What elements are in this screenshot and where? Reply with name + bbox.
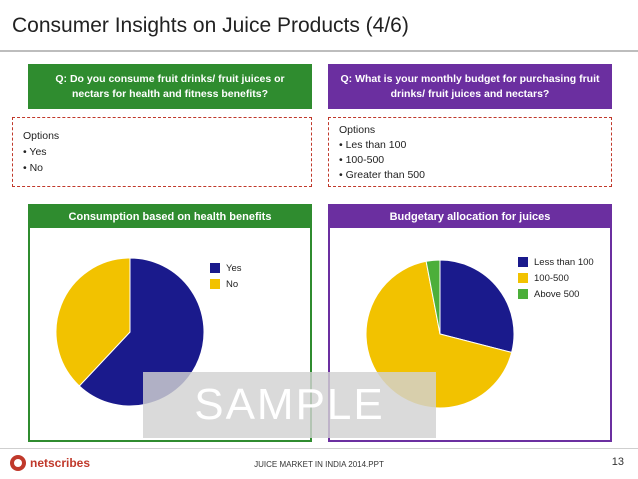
options-heading: Options: [339, 124, 376, 136]
chart-panel-budget: Budgetary allocation for juices Less tha…: [328, 204, 612, 442]
legend-item-100-500: 100-500: [518, 270, 594, 286]
legend-swatch: [210, 263, 220, 273]
pie-slice-less-than-100: [439, 259, 515, 354]
options-heading: Options: [23, 130, 60, 142]
legend-swatch: [518, 257, 528, 267]
page-title: Consumer Insights on Juice Products (4/6…: [12, 14, 409, 37]
chart-legend: Less than 100 100-500 Above 500: [518, 254, 594, 302]
legend-item-less-than-100: Less than 100: [518, 254, 594, 270]
legend-label: Yes: [226, 262, 242, 274]
option-item: • Greater than 500: [339, 169, 425, 181]
chart-legend: Yes No: [210, 260, 242, 292]
pie-slice-no: [55, 257, 131, 387]
footer-divider: [0, 448, 638, 449]
legend-swatch: [518, 289, 528, 299]
chart-panel-health: Consumption based on health benefits Yes…: [28, 204, 312, 442]
pie-chart-budget: [365, 259, 515, 409]
netscribes-logo: netscribes: [10, 453, 100, 473]
pie-slice-above-500: [425, 259, 441, 335]
footer-filename: JUICE MARKET IN INDIA 2014.PPT: [254, 460, 384, 469]
legend-label: Less than 100: [534, 256, 594, 268]
legend-swatch: [210, 279, 220, 289]
option-item: • Les than 100: [339, 139, 407, 151]
pie-slice-yes: [78, 257, 205, 407]
option-item: • 100-500: [339, 154, 385, 166]
legend-item-no: No: [210, 276, 242, 292]
options-right: Options • Les than 100 • 100-500 • Great…: [328, 117, 612, 187]
chart-title: Budgetary allocation for juices: [330, 206, 610, 228]
option-item: • Yes: [23, 146, 47, 158]
chart-title: Consumption based on health benefits: [30, 206, 310, 228]
legend-label: 100-500: [534, 272, 569, 284]
option-item: • No: [23, 162, 44, 174]
legend-label: No: [226, 278, 239, 290]
options-list: • Les than 100 • 100-500 • Greater than …: [339, 138, 601, 183]
legend-swatch: [518, 273, 528, 283]
page-number: 13: [611, 456, 624, 468]
question-right: Q: What is your monthly budget for purch…: [328, 64, 612, 109]
logo-icon: [10, 455, 26, 471]
pie-chart-health: [55, 257, 205, 407]
options-left: Options • Yes • No: [12, 117, 312, 187]
title-divider: [0, 50, 638, 52]
logo-text: netscribes: [30, 456, 91, 470]
legend-item-above-500: Above 500: [518, 286, 594, 302]
question-left: Q: Do you consume fruit drinks/ fruit ju…: [28, 64, 312, 109]
options-list: • Yes • No: [23, 144, 301, 176]
legend-item-yes: Yes: [210, 260, 242, 276]
legend-label: Above 500: [534, 288, 580, 300]
sample-watermark: SAMPLE: [143, 372, 436, 438]
